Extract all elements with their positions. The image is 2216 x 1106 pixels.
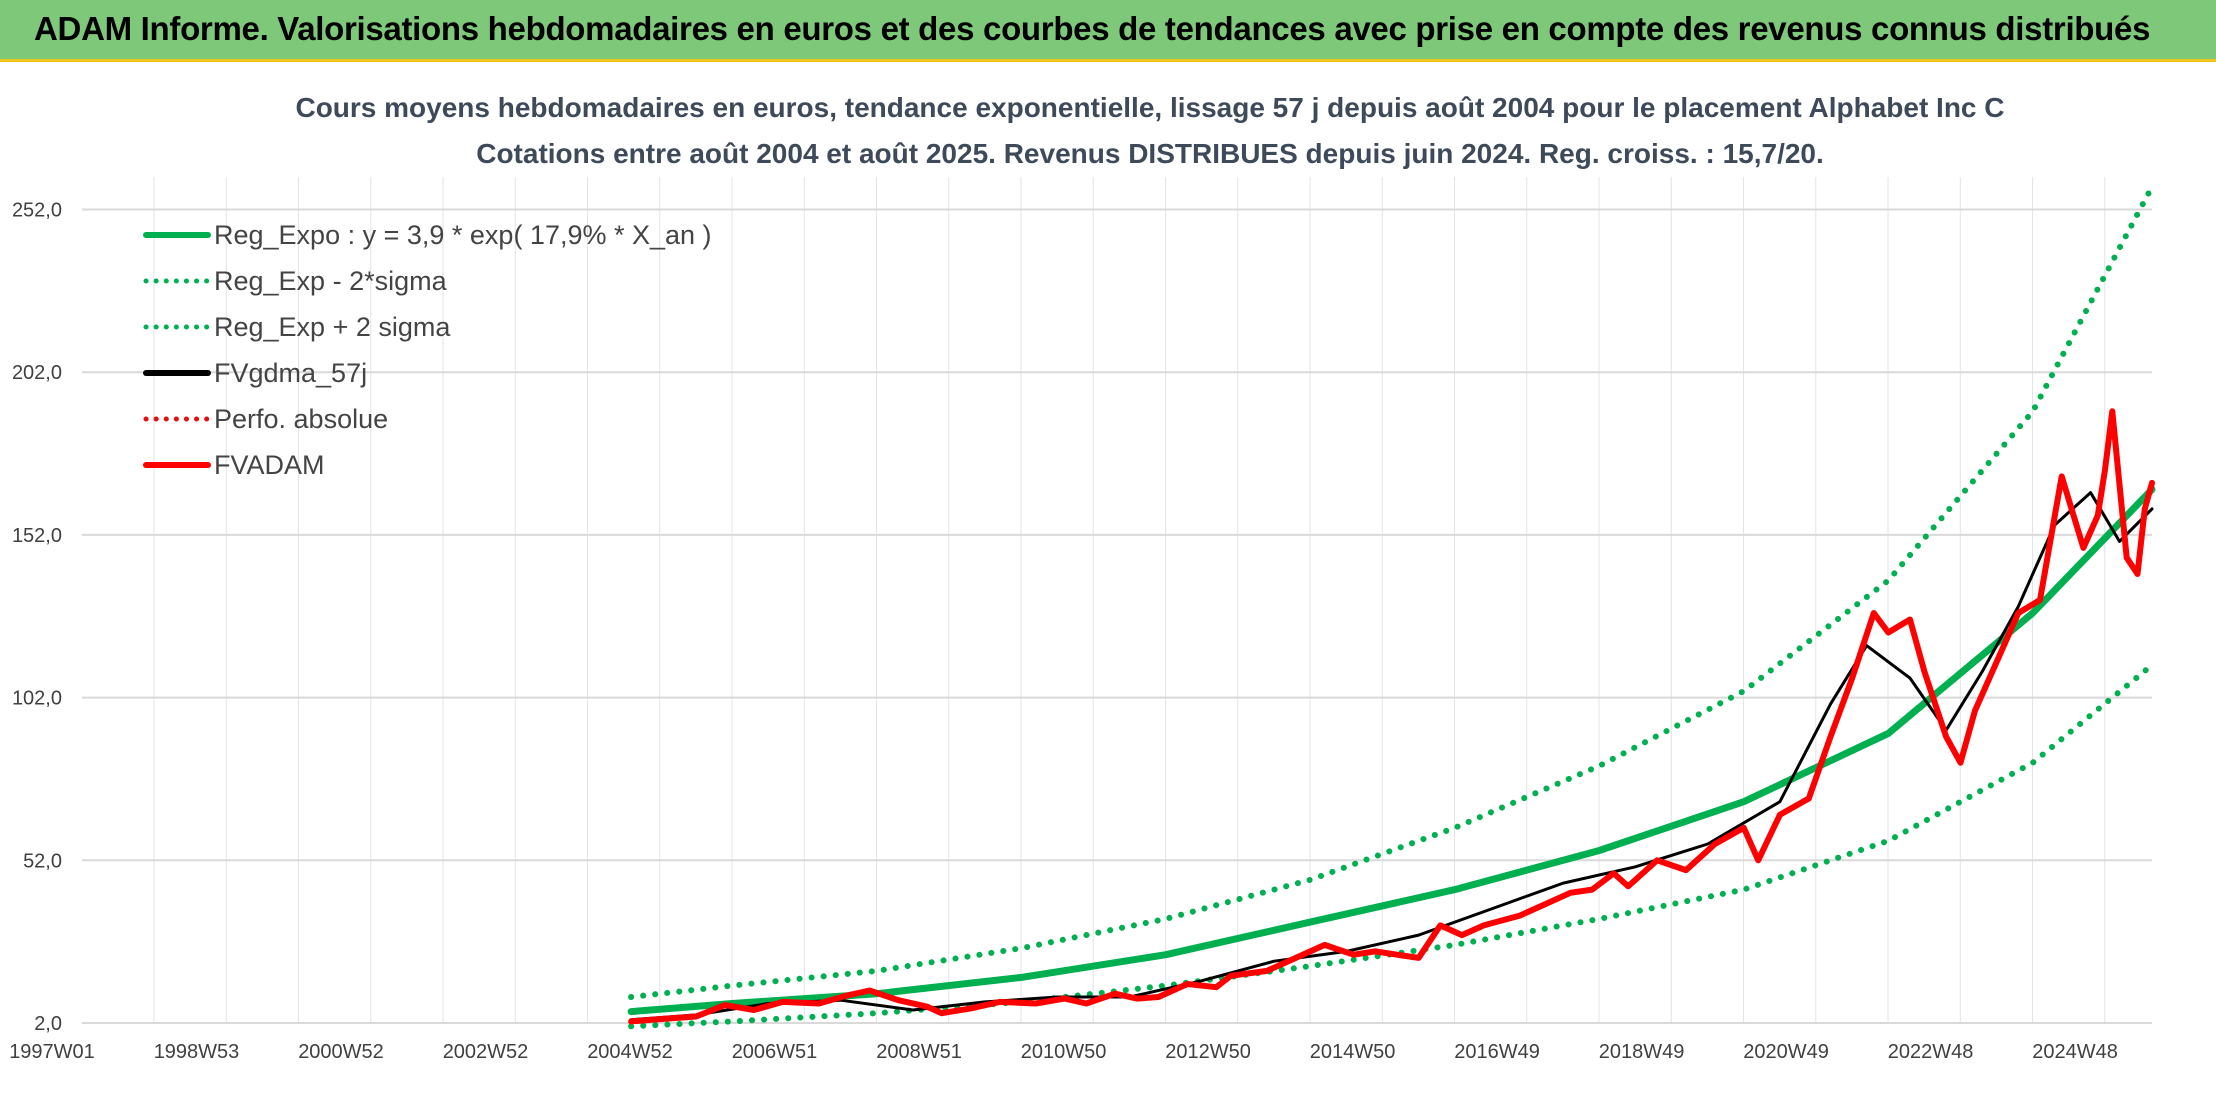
- y-tick-label: 252,0: [12, 200, 62, 222]
- y-tick-label: 202,0: [12, 362, 62, 384]
- x-tick-label: 2012W50: [1165, 1041, 1251, 1063]
- y-tick-label: 2,0: [34, 1013, 62, 1035]
- x-tick-label: 2004W52: [587, 1041, 673, 1063]
- chart-title: Cours moyens hebdomadaires en euros, ten…: [295, 92, 2004, 123]
- y-tick-label: 152,0: [12, 525, 62, 547]
- x-tick-label: 2024W48: [2032, 1041, 2118, 1063]
- x-tick-label: 2022W48: [1888, 1041, 1974, 1063]
- x-tick-label: 2008W51: [876, 1041, 962, 1063]
- legend-label-5: FVADAM: [214, 450, 325, 480]
- report-banner: ADAM Informe. Valorisations hebdomadaire…: [0, 0, 2216, 62]
- legend-label-0: Reg_Expo : y = 3,9 * exp( 17,9% * X_an ): [214, 220, 712, 250]
- x-tick-label: 2006W51: [732, 1041, 818, 1063]
- x-tick-label: 2000W52: [298, 1041, 384, 1063]
- x-tick-label: 2016W49: [1454, 1041, 1540, 1063]
- y-tick-label: 102,0: [12, 688, 62, 710]
- x-tick-label: 1997W01: [9, 1041, 95, 1063]
- banner-title: ADAM Informe. Valorisations hebdomadaire…: [34, 10, 2151, 47]
- series-line-3: [629, 491, 2154, 1022]
- grid-lines: [82, 177, 2152, 1024]
- series-lines: [627, 183, 2156, 1030]
- legend: Reg_Expo : y = 3,9 * exp( 17,9% * X_an )…: [143, 220, 712, 480]
- series-line-5: [628, 408, 2155, 1025]
- legend-label-1: Reg_Exp - 2*sigma: [214, 266, 448, 296]
- y-tick-label: 52,0: [23, 850, 62, 872]
- legend-label-2: Reg_Exp + 2 sigma: [214, 312, 451, 342]
- trend-chart: Cours moyens hebdomadaires en euros, ten…: [0, 62, 2216, 1106]
- chart-background: [0, 62, 2216, 1106]
- legend-label-3: FVgdma_57j: [214, 358, 367, 388]
- x-tick-label: 2002W52: [443, 1041, 529, 1063]
- y-axis-tick-labels: 2,0 52,0 102,0 152,0 202,0 252,0: [12, 200, 62, 1035]
- legend-label-4: Perfo. absolue: [214, 404, 388, 434]
- x-tick-label: 2014W50: [1310, 1041, 1396, 1063]
- x-tick-label: 2010W50: [1021, 1041, 1107, 1063]
- x-tick-label: 2020W49: [1743, 1041, 1829, 1063]
- x-tick-label: 1998W53: [154, 1041, 240, 1063]
- chart-subtitle: Cotations entre août 2004 et août 2025. …: [476, 138, 1824, 169]
- x-axis-tick-labels: 1997W01 1998W53 2000W52 2002W52 2004W52 2006W…: [9, 1041, 2118, 1063]
- x-tick-label: 2018W49: [1599, 1041, 1685, 1063]
